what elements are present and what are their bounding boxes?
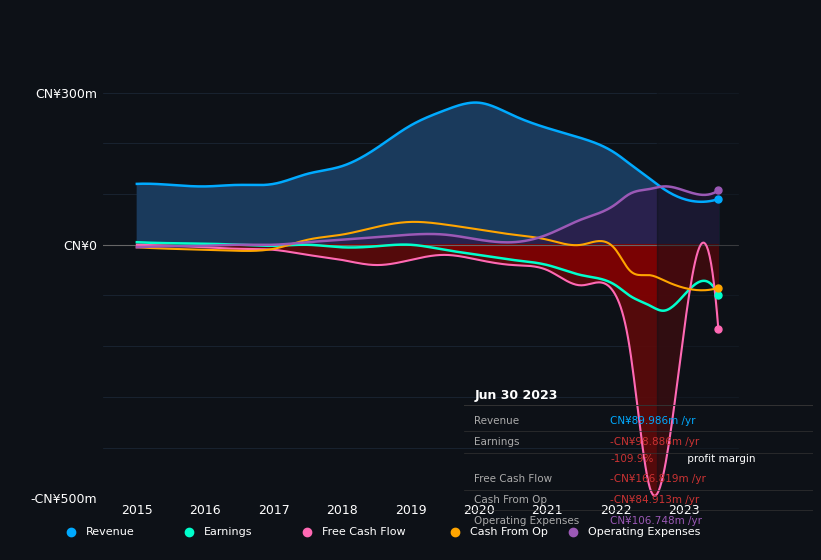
Text: -109.9%: -109.9% [610, 454, 654, 464]
Bar [657, 67, 739, 498]
Text: Earnings: Earnings [475, 437, 520, 447]
Text: Cash From Op: Cash From Op [475, 494, 548, 505]
Text: -CN¥84.913m /yr: -CN¥84.913m /yr [610, 494, 699, 505]
Text: Jun 30 2023: Jun 30 2023 [475, 389, 557, 402]
Text: Revenue: Revenue [85, 527, 134, 537]
Text: Revenue: Revenue [475, 416, 520, 426]
Text: -CN¥98.886m /yr: -CN¥98.886m /yr [610, 437, 699, 447]
Text: Operating Expenses: Operating Expenses [588, 527, 700, 537]
Text: Free Cash Flow: Free Cash Flow [322, 527, 406, 537]
Text: Earnings: Earnings [204, 527, 252, 537]
Text: Free Cash Flow: Free Cash Flow [475, 474, 553, 484]
Text: CN¥89.986m /yr: CN¥89.986m /yr [610, 416, 696, 426]
Text: -CN¥166.819m /yr: -CN¥166.819m /yr [610, 474, 706, 484]
Text: CN¥106.748m /yr: CN¥106.748m /yr [610, 516, 703, 526]
Text: profit margin: profit margin [684, 454, 755, 464]
Text: Operating Expenses: Operating Expenses [475, 516, 580, 526]
Text: Cash From Op: Cash From Op [470, 527, 548, 537]
